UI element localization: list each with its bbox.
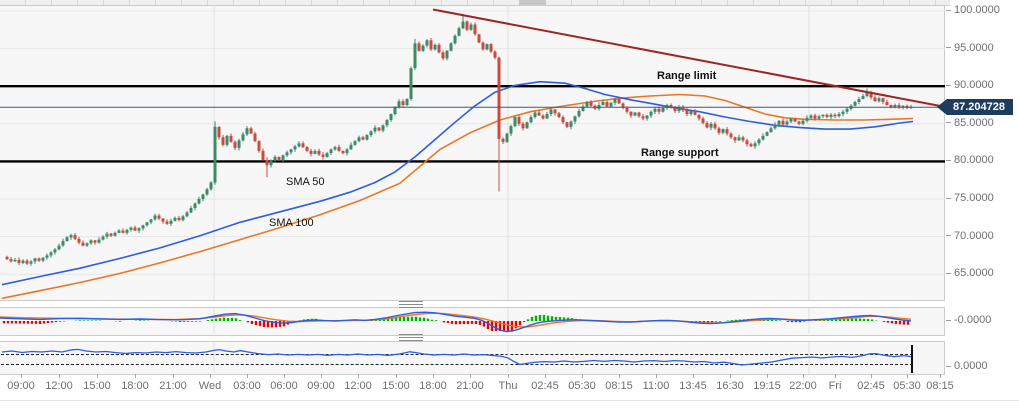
- time-tick-label: Thu: [498, 380, 518, 392]
- upper-band-level-line: [1, 354, 913, 355]
- time-tick-label: 06:00: [270, 380, 298, 392]
- time-tick-label: 13:45: [679, 380, 707, 392]
- time-tick-label: 08:15: [926, 380, 954, 392]
- band-right-edge: [911, 345, 913, 373]
- time-tick-label: 18:00: [419, 380, 447, 392]
- time-tick-label: 09:00: [307, 380, 335, 392]
- time-tick-label: 05:30: [568, 380, 596, 392]
- time-tick-label: 11:00: [642, 380, 670, 392]
- time-tick: [59, 374, 60, 378]
- time-tick-label: 05:30: [893, 380, 921, 392]
- time-tick-label: 16:30: [716, 380, 744, 392]
- time-tick: [470, 374, 471, 378]
- time-tick: [803, 374, 804, 378]
- price-tick-label: 70.0000: [946, 230, 994, 242]
- time-tick-label: 08:15: [605, 380, 633, 392]
- time-tick: [508, 374, 509, 378]
- sma50-label: SMA 50: [286, 176, 325, 188]
- time-tick-label: 21:00: [456, 380, 484, 392]
- indicator-value-label: -0.0000: [946, 314, 991, 326]
- time-tick-label: 09:00: [7, 380, 35, 392]
- time-tick: [693, 374, 694, 378]
- price-tick-label: 95.0000: [946, 42, 994, 54]
- time-tick: [396, 374, 397, 378]
- time-tick: [135, 374, 136, 378]
- main-chart-area[interactable]: [0, 5, 945, 301]
- time-tick-label: Wed: [198, 380, 222, 392]
- time-tick-label: 22:00: [789, 380, 817, 392]
- time-tick-label: 03:00: [233, 380, 261, 392]
- time-tick: [358, 374, 359, 378]
- oscillator-indicator-panel[interactable]: [0, 341, 945, 375]
- price-tick-label: 85.0000: [946, 117, 994, 129]
- range-limit-label: Range limit: [657, 70, 717, 82]
- time-tick-label: 15:00: [83, 380, 111, 392]
- current-price-tag: 87.204728: [937, 99, 1013, 115]
- time-tick: [656, 374, 657, 378]
- time-tick: [21, 374, 22, 378]
- time-tick-label: 21:00: [159, 380, 187, 392]
- time-tick: [835, 374, 836, 378]
- time-tick: [730, 374, 731, 378]
- time-tick-label: 02:45: [531, 380, 559, 392]
- time-tick: [907, 374, 908, 378]
- time-tick: [247, 374, 248, 378]
- panel-resize-handle-1[interactable]: [399, 301, 423, 308]
- price-tick-label: 100.0000: [946, 4, 1000, 16]
- indicator-value-label: 0.0000: [946, 360, 988, 372]
- sma100-label: SMA 100: [269, 217, 314, 229]
- axis-bottom-divider: [0, 400, 1019, 401]
- time-tick-label: 12:00: [344, 380, 372, 392]
- price-tick-label: 80.0000: [946, 154, 994, 166]
- time-tick-label: 12:00: [45, 380, 73, 392]
- time-tick: [940, 374, 941, 378]
- time-tick-label: 19:15: [753, 380, 781, 392]
- lower-band-level-line: [1, 364, 913, 365]
- time-tick: [582, 374, 583, 378]
- time-tick: [619, 374, 620, 378]
- time-tick-label: 18:00: [121, 380, 149, 392]
- range-support-label: Range support: [641, 147, 719, 159]
- time-tick: [767, 374, 768, 378]
- time-tick: [321, 374, 322, 378]
- time-tick: [173, 374, 174, 378]
- panel-resize-handle-2[interactable]: [399, 334, 423, 341]
- time-tick-label: Fri: [828, 380, 842, 392]
- macd-indicator-panel[interactable]: [0, 307, 945, 336]
- time-tick: [871, 374, 872, 378]
- time-tick-label: 02:45: [857, 380, 885, 392]
- time-tick-label: 15:00: [382, 380, 410, 392]
- price-tick-label: 90.0000: [946, 79, 994, 91]
- time-tick: [284, 374, 285, 378]
- price-tick-label: 75.0000: [946, 192, 994, 204]
- time-tick: [210, 374, 211, 378]
- time-tick: [433, 374, 434, 378]
- toolbar-active-tab-edge: [519, 0, 546, 5]
- price-tick-label: 65.0000: [946, 267, 994, 279]
- time-tick: [97, 374, 98, 378]
- time-tick: [545, 374, 546, 378]
